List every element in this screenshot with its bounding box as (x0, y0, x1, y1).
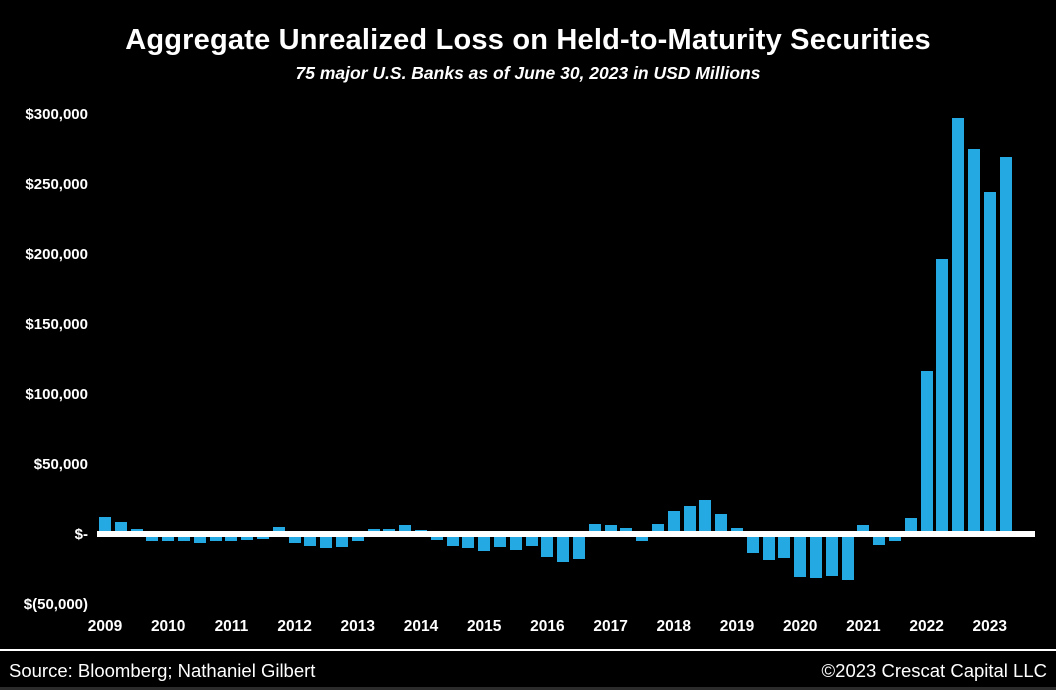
source-credit: Source: Bloomberg; Nathaniel Gilbert (9, 660, 316, 681)
bar-2010-q3 (193, 535, 206, 543)
bar-2023-q1 (983, 192, 996, 535)
bar-2012-q3 (320, 535, 333, 548)
bar-2015-q1 (478, 535, 491, 552)
bar-2010-q1 (162, 535, 175, 542)
bar-2020-q4 (841, 535, 854, 580)
bar-2011-q2 (241, 535, 254, 540)
bar-2013-q1 (351, 535, 364, 541)
bar-2011-q4 (272, 526, 285, 535)
y-axis-tick-label: $100,000 (25, 386, 88, 403)
bar-2014-q4 (462, 535, 475, 549)
y-axis-tick-label: $50,000 (33, 456, 88, 473)
x-axis-year-label: 2023 (972, 618, 1008, 635)
chart-title: Aggregate Unrealized Loss on Held-to-Mat… (125, 24, 931, 56)
bar-2021-q1 (857, 525, 870, 535)
bar-2009-q4 (146, 535, 159, 541)
bar-2011-q3 (257, 535, 269, 540)
bar-2020-q1 (794, 535, 807, 577)
bottom-strip (0, 687, 1056, 690)
y-axis-tick-label: $200,000 (25, 246, 88, 263)
bar-2022-q2 (936, 259, 949, 535)
x-axis-year-label: 2013 (340, 618, 376, 635)
x-axis-year-label: 2017 (593, 618, 628, 635)
y-axis-tick-label: $250,000 (25, 176, 88, 193)
x-axis-year-label: 2021 (846, 618, 881, 635)
bar-2019-q4 (778, 535, 791, 559)
bar-2020-q2 (810, 535, 822, 579)
x-axis-year-label: 2015 (466, 618, 502, 635)
bar-2016-q3 (573, 535, 585, 559)
bar-2014-q3 (446, 535, 459, 546)
bar-2018-q3 (699, 500, 712, 535)
x-axis-year-label: 2016 (530, 618, 565, 635)
bar-2014-q2 (430, 535, 443, 540)
zero-axis-line (97, 531, 1035, 537)
bar-2022-q1 (920, 371, 933, 535)
bar-2016-q1 (541, 535, 554, 558)
bar-2018-q4 (715, 514, 728, 535)
bar-2017-q3 (636, 535, 649, 541)
bar-2011-q1 (225, 535, 238, 542)
y-axis-tick-label: $- (74, 526, 88, 543)
bar-2016-q2 (557, 535, 570, 562)
x-axis-year-label: 2018 (656, 618, 692, 635)
bar-2015-q4 (525, 535, 538, 547)
x-axis-year-label: 2011 (214, 618, 249, 635)
bar-2016-q4 (588, 523, 601, 535)
x-axis-year-label: 2009 (87, 618, 123, 635)
x-axis-year-label: 2012 (277, 618, 312, 635)
bar-2019-q3 (762, 535, 775, 561)
y-axis-tick-label: $300,000 (25, 106, 88, 123)
bar-2021-q2 (873, 535, 886, 545)
bar-2012-q2 (304, 535, 317, 546)
bar-2021-q4 (904, 518, 917, 535)
bar-2020-q3 (825, 535, 838, 576)
bar-2012-q4 (336, 535, 348, 547)
x-axis-year-label: 2010 (150, 618, 186, 635)
bar-2017-q4 (652, 523, 664, 535)
bar-2010-q2 (178, 535, 190, 542)
bar-2021-q3 (889, 535, 901, 541)
chart-subtitle: 75 major U.S. Banks as of June 30, 2023 … (295, 63, 761, 83)
y-axis-tick-label: $150,000 (25, 316, 88, 333)
bar-2009-q1 (99, 516, 111, 535)
bar-2015-q2 (494, 535, 506, 547)
footer: Source: Bloomberg; Nathaniel Gilbert ©20… (0, 655, 1056, 687)
x-axis-year-label: 2014 (403, 618, 439, 635)
bar-2018-q2 (683, 505, 696, 535)
bar-2019-q2 (746, 535, 759, 554)
bar-2012-q1 (288, 535, 301, 544)
bar-2022-q4 (968, 148, 980, 535)
x-axis-year-label: 2022 (909, 618, 944, 635)
bar-2022-q3 (952, 117, 965, 535)
bar-2018-q1 (667, 511, 680, 535)
bar-2010-q4 (209, 535, 222, 542)
y-axis-tick-label: $(50,000) (23, 596, 88, 613)
footer-divider (0, 649, 1056, 651)
x-axis-year-label: 2020 (782, 618, 818, 635)
bar-2013-q4 (399, 525, 412, 535)
bar-2015-q3 (509, 535, 522, 550)
bar-2017-q1 (604, 525, 617, 535)
x-axis-year-label: 2019 (719, 618, 755, 635)
copyright: ©2023 Crescat Capital LLC (821, 660, 1047, 681)
bar-2023-q2 (999, 157, 1012, 535)
